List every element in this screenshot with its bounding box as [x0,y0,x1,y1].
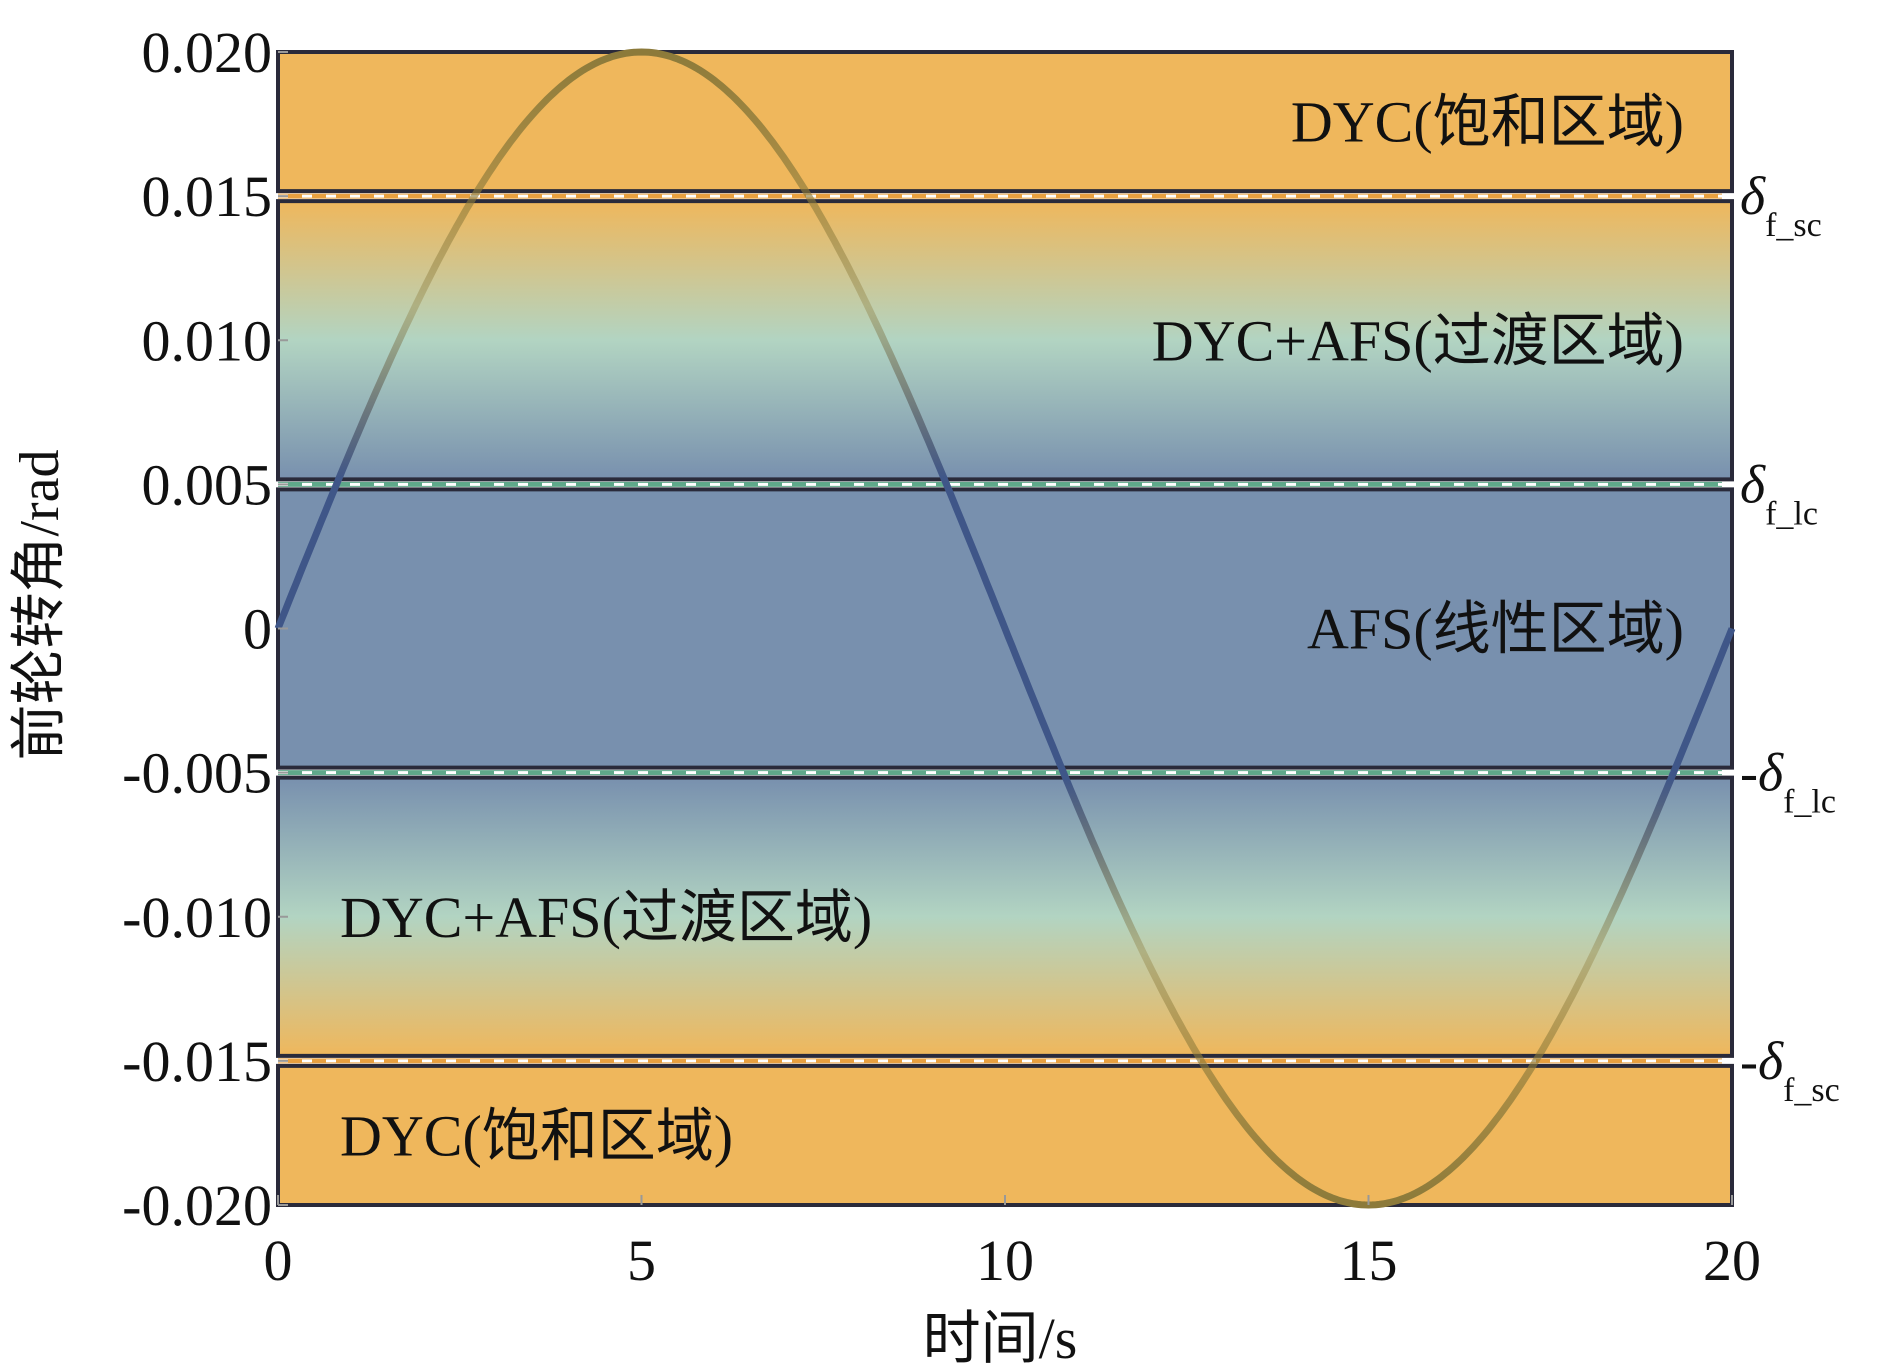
region-transition-lower [276,775,1734,1058]
regions: DYC(饱和区域) DYC+AFS(过渡区域) AFS(线性区域) DYC+AFS(过… [276,50,1734,1207]
y-tick-label: 0.010 [142,308,273,373]
region-label: DYC+AFS(过渡区域) [340,885,872,950]
threshold-label: -δf_sc [1740,1031,1840,1109]
y-tick-label: -0.005 [122,741,272,806]
y-tick-label: 0 [243,597,272,662]
region-saturation [276,50,1734,194]
region-label: AFS(线性区域) [1307,597,1684,662]
y-tick-label: 0.005 [142,452,273,517]
y-axis-label: 前轮转角/rad [9,449,71,760]
x-tick-label: 15 [1340,1228,1398,1293]
x-tick-label: 0 [264,1228,293,1293]
y-tick-label: -0.010 [122,885,272,950]
region-label: DYC+AFS(过渡区域) [1152,308,1684,373]
x-tick-label: 5 [627,1228,656,1293]
y-tick-label: 0.015 [142,164,273,229]
threshold-lines: δf_sc δf_lc -δf_lc -δf_sc [278,166,1840,1109]
x-tick-label: 10 [976,1228,1034,1293]
y-tick-label: 0.020 [142,20,273,85]
series [274,48,1736,1209]
region-transition-upper [276,199,1734,482]
x-tick-label: 20 [1703,1228,1761,1293]
region-label: DYC(饱和区域) [1291,90,1684,155]
threshold-label: δf_sc [1740,166,1822,244]
region-label: DYC(饱和区域) [340,1103,733,1168]
series-line [274,48,1736,1209]
threshold-label: -δf_lc [1740,743,1836,821]
threshold-label: δf_lc [1740,454,1818,532]
axes: 0 5 10 15 20 0.020 0.015 0.010 0.005 0 -0.005 -0.01… [122,20,1761,1293]
y-tick-label: -0.015 [122,1029,272,1094]
x-axis-label: 时间/s [923,1306,1078,1363]
y-tick-label: -0.020 [122,1173,272,1238]
